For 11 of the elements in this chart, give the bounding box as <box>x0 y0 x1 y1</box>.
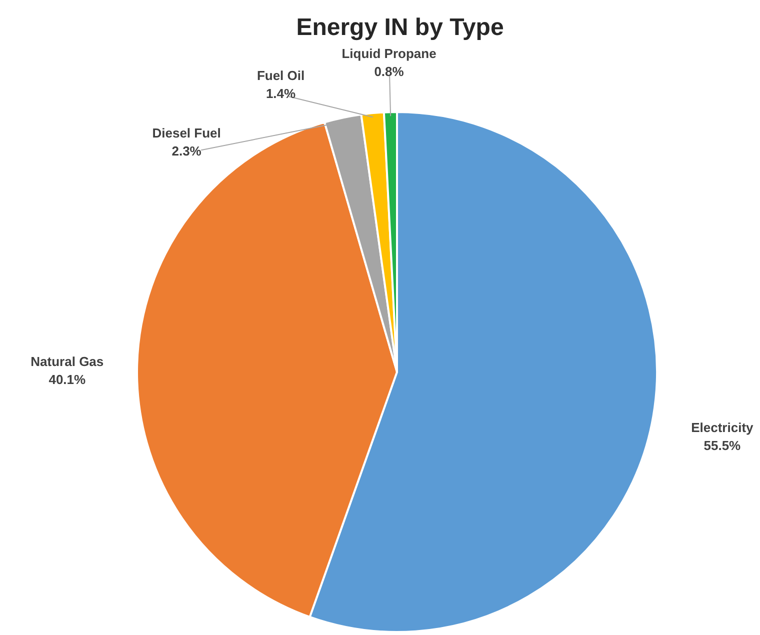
data-label: 1.4% <box>266 86 296 101</box>
data-label: 55.5% <box>704 438 742 454</box>
slice-label: Diesel Fuel <box>152 126 221 141</box>
slice-label: Electricity <box>691 420 754 436</box>
slice-label: Liquid Propane <box>342 46 436 62</box>
slice-label: Fuel Oil <box>256 68 305 83</box>
slice-label: Natural Gas <box>30 354 104 370</box>
data-label: 2.3% <box>172 144 202 159</box>
data-label: 0.8% <box>374 64 404 80</box>
chart-title: Energy IN by Type <box>296 14 504 41</box>
data-label: 40.1% <box>48 372 86 388</box>
